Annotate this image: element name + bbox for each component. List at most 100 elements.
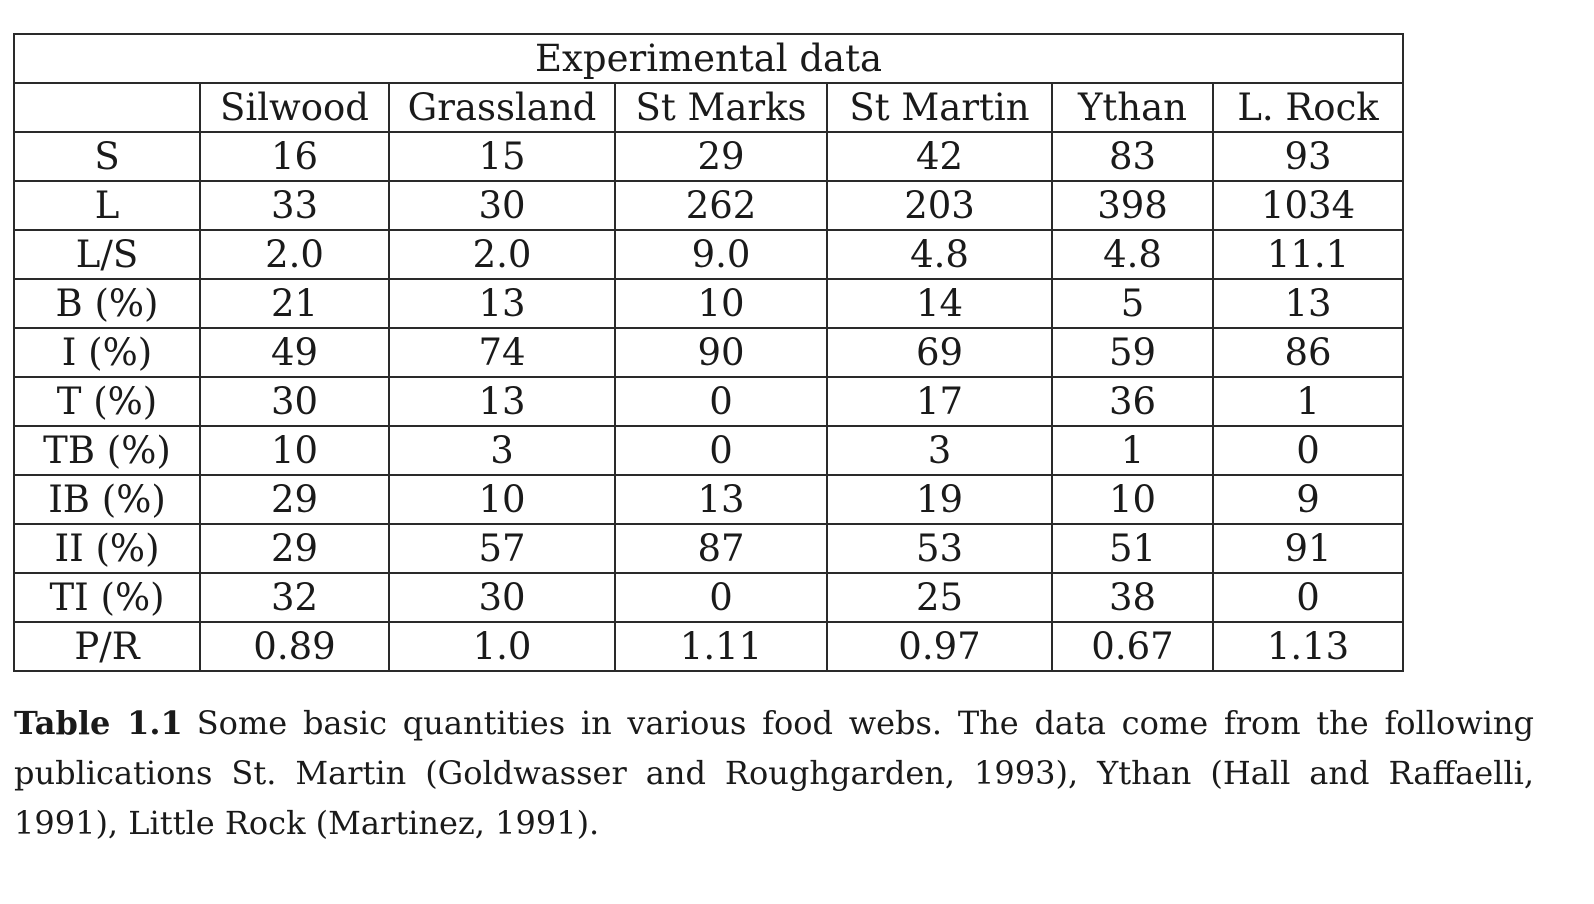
table-cell: 32 [199, 572, 390, 623]
row-label: B (%) [13, 278, 201, 329]
table-cell: 29 [614, 131, 828, 182]
column-header: St Martin [826, 82, 1053, 133]
caption-text: Some basic quantities in various food we… [14, 704, 1535, 842]
table-cell: 0 [614, 572, 828, 623]
table-cell: 0 [614, 376, 828, 427]
column-header: Silwood [199, 82, 390, 133]
table-cell: 10 [1051, 474, 1214, 525]
table-cell: 0.67 [1051, 621, 1214, 672]
table-row: TB (%) 10 3 0 3 1 0 [13, 425, 1405, 476]
table-cell: 3 [388, 425, 616, 476]
table-cell: 29 [199, 474, 390, 525]
table-cell: 14 [826, 278, 1053, 329]
row-label: IB (%) [13, 474, 201, 525]
table-row: L 33 30 262 203 398 1034 [13, 180, 1405, 231]
table-cell: 10 [614, 278, 828, 329]
row-label: TB (%) [13, 425, 201, 476]
header-corner-cell [13, 82, 201, 133]
row-label: II (%) [13, 523, 201, 574]
row-label: P/R [13, 621, 201, 672]
table-cell: 53 [826, 523, 1053, 574]
table-cell: 59 [1051, 327, 1214, 378]
table-cell: 19 [826, 474, 1053, 525]
table-row: I (%) 49 74 90 69 59 86 [13, 327, 1405, 378]
table-caption: Table 1.1 Some basic quantities in variou… [14, 698, 1534, 848]
table-cell: 93 [1211, 131, 1405, 182]
table-cell: 1.13 [1211, 621, 1405, 672]
table-cell: 13 [388, 278, 616, 329]
caption-label: Table 1.1 [14, 704, 183, 742]
table-cell: 0 [1211, 425, 1405, 476]
table-row: IB (%) 29 10 13 19 10 9 [13, 474, 1405, 525]
table-cell: 91 [1211, 523, 1405, 574]
table-row: TI (%) 32 30 0 25 38 0 [13, 572, 1405, 623]
table-cell: 86 [1211, 327, 1405, 378]
table-row: S 16 15 29 42 83 93 [13, 131, 1405, 182]
table-cell: 2.0 [199, 229, 390, 280]
column-header: L. Rock [1211, 82, 1405, 133]
row-label: S [13, 131, 201, 182]
table-title: Experimental data [12, 33, 1405, 84]
row-label: L/S [13, 229, 201, 280]
table-row: P/R 0.89 1.0 1.11 0.97 0.67 1.13 [13, 621, 1405, 672]
row-label: I (%) [13, 327, 201, 378]
table-cell: 49 [199, 327, 390, 378]
table-cell: 262 [614, 180, 828, 231]
table-cell: 42 [826, 131, 1053, 182]
table-cell: 17 [826, 376, 1053, 427]
table-cell: 83 [1051, 131, 1214, 182]
table-cell: 0.89 [199, 621, 390, 672]
table-cell: 30 [199, 376, 390, 427]
table-cell: 13 [1211, 278, 1405, 329]
column-header: Grassland [388, 82, 616, 133]
table-cell: 0.97 [826, 621, 1053, 672]
table-cell: 2.0 [388, 229, 616, 280]
table-cell: 1.0 [388, 621, 616, 672]
table-cell: 13 [614, 474, 828, 525]
table-cell: 9 [1211, 474, 1405, 525]
table-cell: 1 [1211, 376, 1405, 427]
column-header: Ythan [1051, 82, 1214, 133]
table-row: T (%) 30 13 0 17 36 1 [13, 376, 1405, 427]
table-cell: 30 [388, 572, 616, 623]
table-cell: 29 [199, 523, 390, 574]
table-cell: 10 [199, 425, 390, 476]
table-title-row: Experimental data [12, 33, 1405, 84]
table-cell: 4.8 [1051, 229, 1214, 280]
table-cell: 74 [388, 327, 616, 378]
table-cell: 203 [826, 180, 1053, 231]
table-cell: 30 [388, 180, 616, 231]
table-header-row: Silwood Grassland St Marks St Martin Yth… [13, 82, 1405, 133]
table-cell: 51 [1051, 523, 1214, 574]
food-web-table: Experimental data Silwood Grassland St M… [12, 33, 1405, 672]
table-cell: 9.0 [614, 229, 828, 280]
table-cell: 5 [1051, 278, 1214, 329]
table-cell: 38 [1051, 572, 1214, 623]
table-row: B (%) 21 13 10 14 5 13 [13, 278, 1405, 329]
table-cell: 25 [826, 572, 1053, 623]
table-cell: 0 [614, 425, 828, 476]
table-row: II (%) 29 57 87 53 51 91 [13, 523, 1405, 574]
table-cell: 16 [199, 131, 390, 182]
table-row: L/S 2.0 2.0 9.0 4.8 4.8 11.1 [13, 229, 1405, 280]
table-cell: 1034 [1211, 180, 1405, 231]
row-label: L [13, 180, 201, 231]
table-cell: 57 [388, 523, 616, 574]
table-cell: 0 [1211, 572, 1405, 623]
table-cell: 10 [388, 474, 616, 525]
row-label: TI (%) [13, 572, 201, 623]
table-cell: 15 [388, 131, 616, 182]
table-cell: 87 [614, 523, 828, 574]
table-cell: 1.11 [614, 621, 828, 672]
table-cell: 69 [826, 327, 1053, 378]
table-cell: 4.8 [826, 229, 1053, 280]
row-label: T (%) [13, 376, 201, 427]
table-cell: 21 [199, 278, 390, 329]
column-header: St Marks [614, 82, 828, 133]
table-cell: 13 [388, 376, 616, 427]
table-cell: 11.1 [1211, 229, 1405, 280]
table-cell: 33 [199, 180, 390, 231]
table-cell: 90 [614, 327, 828, 378]
table-cell: 36 [1051, 376, 1214, 427]
